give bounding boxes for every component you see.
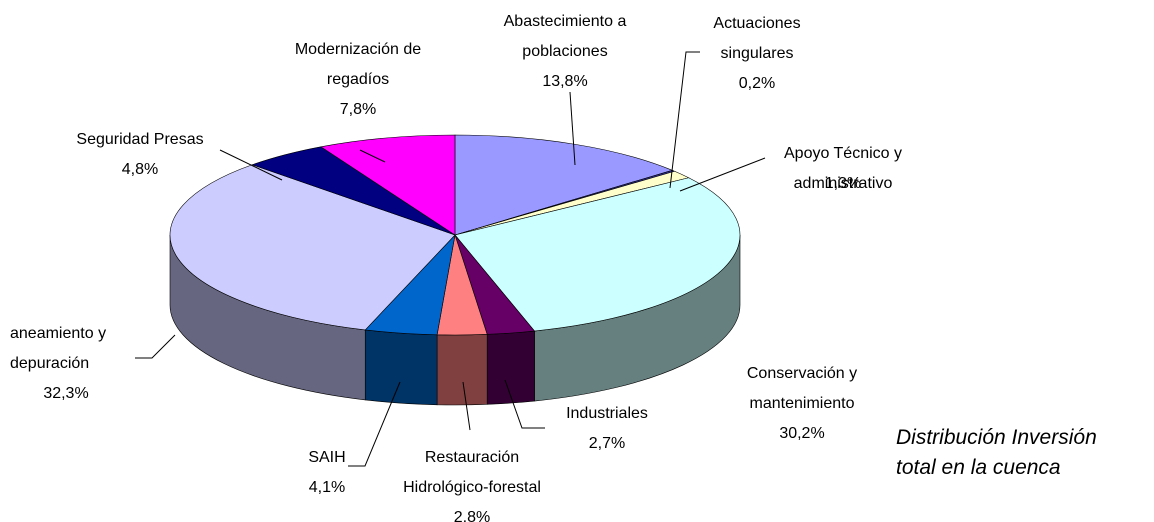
value-label: 2,7%: [589, 435, 625, 452]
slice-label: Abastecimiento a poblaciones: [504, 13, 627, 60]
slice-label: aneamiento y depuración: [10, 325, 106, 372]
slice-label: Industriales: [566, 405, 648, 422]
leader-line: [462, 381, 471, 431]
slice-label: Modernización de regadíos: [295, 41, 421, 88]
slice-label: Seguridad Presas: [76, 131, 203, 148]
value-label: 4,8%: [122, 161, 158, 178]
slice-side: [364, 329, 438, 406]
leader-line: [569, 91, 576, 166]
slice-label: Conservación y mantenimiento: [747, 365, 857, 412]
slice: [454, 134, 674, 236]
value-label: 30,2%: [779, 425, 824, 442]
value-label: 1,3%: [825, 175, 861, 192]
leader-line: [679, 157, 766, 192]
value-label: 2,8%: [454, 509, 490, 522]
leader-line: [219, 149, 283, 181]
leader-line: [359, 149, 386, 163]
slice: [320, 134, 456, 236]
value-label: 7,8%: [340, 101, 376, 118]
slice-side: [436, 334, 488, 406]
leader-line: [348, 381, 401, 467]
value-label: 4,1%: [309, 479, 345, 496]
caption: Distribución Inversión total en la cuenca: [896, 426, 1097, 479]
value-label: 0,2%: [739, 75, 775, 92]
leader-line: [669, 51, 700, 189]
slice-label: SAIH: [308, 449, 345, 466]
leader-line: [504, 379, 545, 429]
leader-line: [135, 334, 176, 359]
slice-label: Actuaciones singulares: [713, 15, 800, 62]
slice-label: Restauración Hidrológico-forestal: [403, 449, 541, 496]
slice-label: Apoyo Técnico y administrativo: [784, 145, 902, 192]
value-label: 13,8%: [542, 73, 587, 90]
value-label: 32,3%: [43, 385, 88, 402]
slice: [454, 177, 741, 332]
slice-side: [486, 330, 535, 405]
slice: [169, 164, 456, 331]
